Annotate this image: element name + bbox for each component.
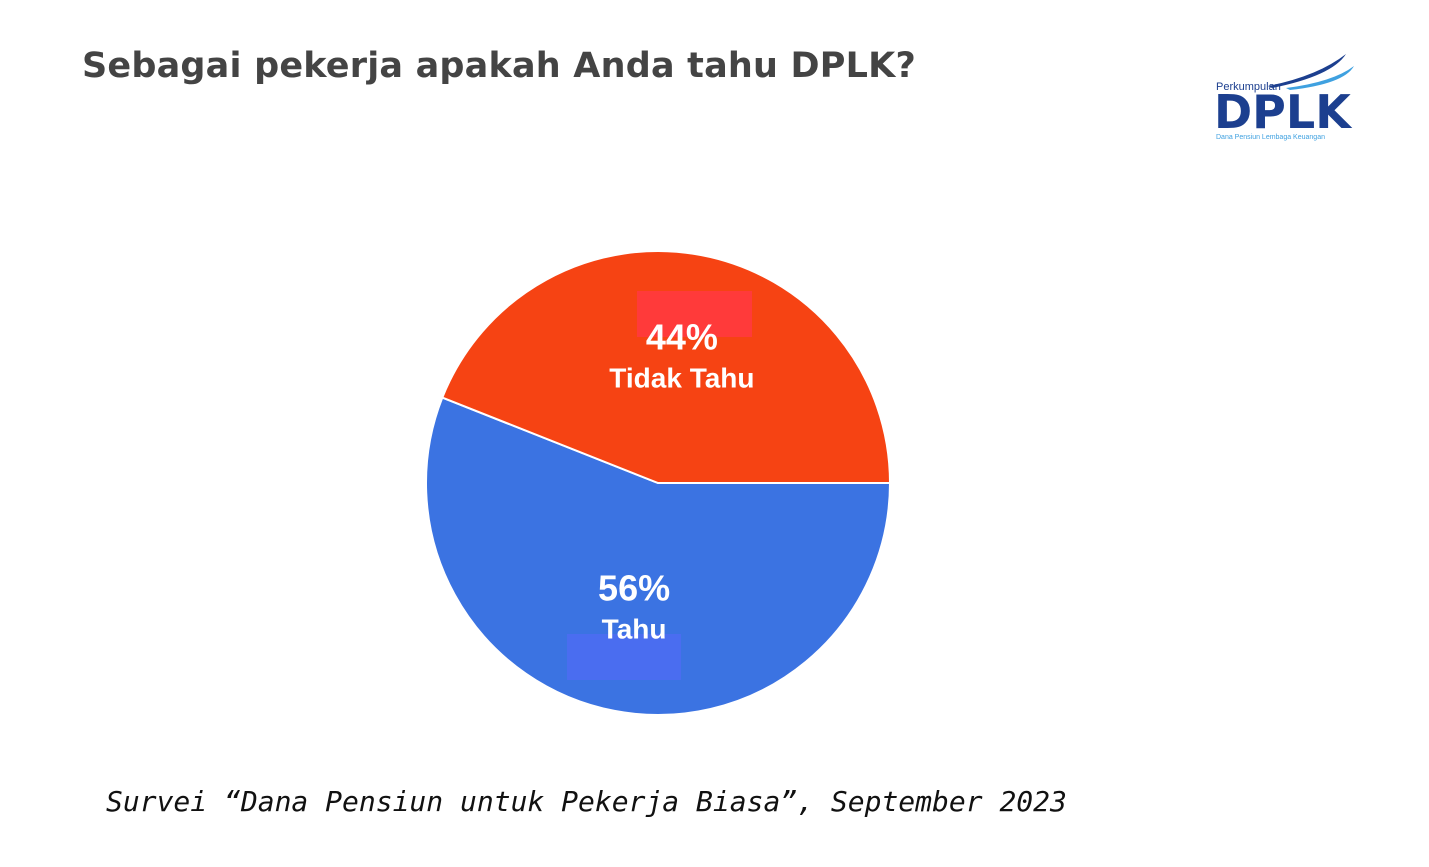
slice-percent-label: 44% (646, 317, 718, 358)
logo-tagline: Dana Pensiun Lembaga Keuangan (1216, 134, 1325, 141)
dplk-logo: Perkumpulan DPLK Dana Pensiun Lembaga Ke… (1208, 46, 1368, 146)
logo-swoosh-icon (1268, 54, 1354, 90)
pie-slice-tidak-tahu (440, 250, 892, 484)
pie-slices (425, 250, 892, 716)
slice-category-label: Tahu (602, 613, 667, 644)
logo-top-text: Perkumpulan (1216, 81, 1281, 93)
pie-slice-tahu (425, 396, 892, 716)
label-highlight-tahu (567, 634, 681, 680)
slice-category-label: Tidak Tahu (609, 363, 754, 394)
slice-percent-label: 56% (598, 567, 670, 608)
survey-caption: Survei “Dana Pensiun untuk Pekerja Biasa… (106, 785, 1067, 818)
logo-main-text: DPLK (1214, 85, 1351, 139)
page-title: Sebagai pekerja apakah Anda tahu DPLK? (82, 46, 916, 86)
pie-labels: 56% Tahu 44% Tidak Tahu (598, 317, 754, 645)
label-highlight-tidak-tahu (637, 291, 752, 337)
